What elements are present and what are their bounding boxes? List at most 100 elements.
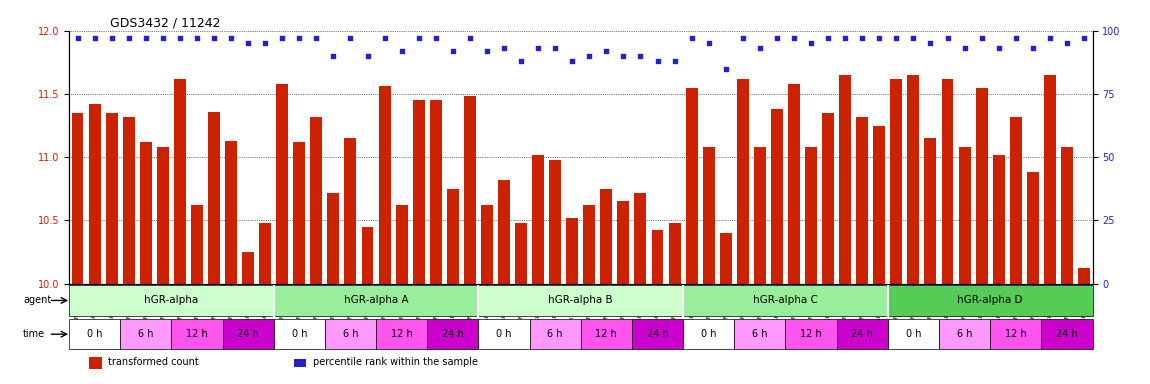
Point <box>154 35 172 41</box>
Point <box>461 35 480 41</box>
Point <box>1041 35 1059 41</box>
Text: hGR-alpha C: hGR-alpha C <box>753 295 818 305</box>
Bar <box>754 147 766 284</box>
Text: percentile rank within the sample: percentile rank within the sample <box>313 358 477 367</box>
Bar <box>737 79 749 284</box>
Point <box>529 45 547 51</box>
Text: GDS3432 / 11242: GDS3432 / 11242 <box>110 17 221 30</box>
Point <box>614 53 632 59</box>
Bar <box>361 227 374 284</box>
Point <box>1058 40 1076 46</box>
Bar <box>840 75 851 284</box>
Text: hGR-alpha A: hGR-alpha A <box>344 295 408 305</box>
Point <box>871 35 889 41</box>
Point <box>427 35 445 41</box>
Text: 24 h: 24 h <box>851 329 873 339</box>
FancyBboxPatch shape <box>121 319 171 349</box>
Bar <box>635 192 646 284</box>
Bar <box>174 79 186 284</box>
FancyBboxPatch shape <box>683 319 735 349</box>
FancyBboxPatch shape <box>69 319 121 349</box>
Point <box>1006 35 1025 41</box>
Bar <box>293 142 305 284</box>
Point <box>324 53 343 59</box>
Bar <box>378 86 391 284</box>
Point <box>120 35 138 41</box>
FancyBboxPatch shape <box>530 319 581 349</box>
Bar <box>140 142 152 284</box>
Point <box>716 66 735 72</box>
Bar <box>770 109 783 284</box>
Text: 0 h: 0 h <box>87 329 102 339</box>
FancyBboxPatch shape <box>683 285 888 316</box>
Bar <box>328 192 339 284</box>
FancyBboxPatch shape <box>888 285 1092 316</box>
FancyBboxPatch shape <box>581 319 632 349</box>
Bar <box>992 155 1005 284</box>
Point <box>597 48 615 54</box>
Bar <box>276 84 289 284</box>
Bar <box>243 252 254 284</box>
Bar <box>515 223 527 284</box>
Point <box>222 35 240 41</box>
Bar <box>959 147 971 284</box>
Text: 0 h: 0 h <box>292 329 307 339</box>
Bar <box>90 358 101 369</box>
Point <box>444 48 462 54</box>
Point <box>392 48 411 54</box>
Bar <box>975 88 988 284</box>
Point <box>819 35 837 41</box>
Bar <box>89 104 100 284</box>
Bar <box>1010 117 1021 284</box>
Bar <box>1044 75 1056 284</box>
FancyBboxPatch shape <box>274 319 325 349</box>
FancyBboxPatch shape <box>171 319 223 349</box>
Text: time: time <box>23 329 45 339</box>
Point <box>1024 45 1042 51</box>
Point <box>768 35 787 41</box>
Point <box>734 35 752 41</box>
FancyBboxPatch shape <box>428 319 478 349</box>
Point <box>699 40 718 46</box>
Point <box>666 58 684 64</box>
FancyBboxPatch shape <box>990 319 1042 349</box>
Text: 24 h: 24 h <box>237 329 259 339</box>
Point <box>342 35 360 41</box>
Bar <box>71 113 84 284</box>
Text: 12 h: 12 h <box>391 329 413 339</box>
Text: 6 h: 6 h <box>547 329 562 339</box>
Point <box>956 45 974 51</box>
Point <box>631 53 650 59</box>
FancyBboxPatch shape <box>785 319 837 349</box>
Point <box>477 48 496 54</box>
Point <box>921 40 940 46</box>
Bar <box>703 147 714 284</box>
Point <box>938 35 957 41</box>
Bar <box>294 359 306 367</box>
Point <box>256 40 275 46</box>
Point <box>170 35 189 41</box>
Point <box>239 40 258 46</box>
Point <box>564 58 582 64</box>
Bar <box>447 189 459 284</box>
Text: 6 h: 6 h <box>343 329 358 339</box>
Bar <box>310 117 322 284</box>
FancyBboxPatch shape <box>1042 319 1092 349</box>
Bar <box>1078 268 1090 284</box>
Bar <box>208 112 220 284</box>
Point <box>273 35 291 41</box>
FancyBboxPatch shape <box>888 319 938 349</box>
Text: 24 h: 24 h <box>442 329 463 339</box>
Bar <box>805 147 816 284</box>
Text: 12 h: 12 h <box>1005 329 1027 339</box>
Bar <box>890 79 903 284</box>
Point <box>494 45 513 51</box>
Bar <box>498 180 509 284</box>
Bar <box>788 84 800 284</box>
Text: 0 h: 0 h <box>702 329 716 339</box>
Point <box>359 53 377 59</box>
FancyBboxPatch shape <box>478 285 683 316</box>
Bar <box>532 155 544 284</box>
Point <box>836 35 854 41</box>
Bar <box>1061 147 1073 284</box>
